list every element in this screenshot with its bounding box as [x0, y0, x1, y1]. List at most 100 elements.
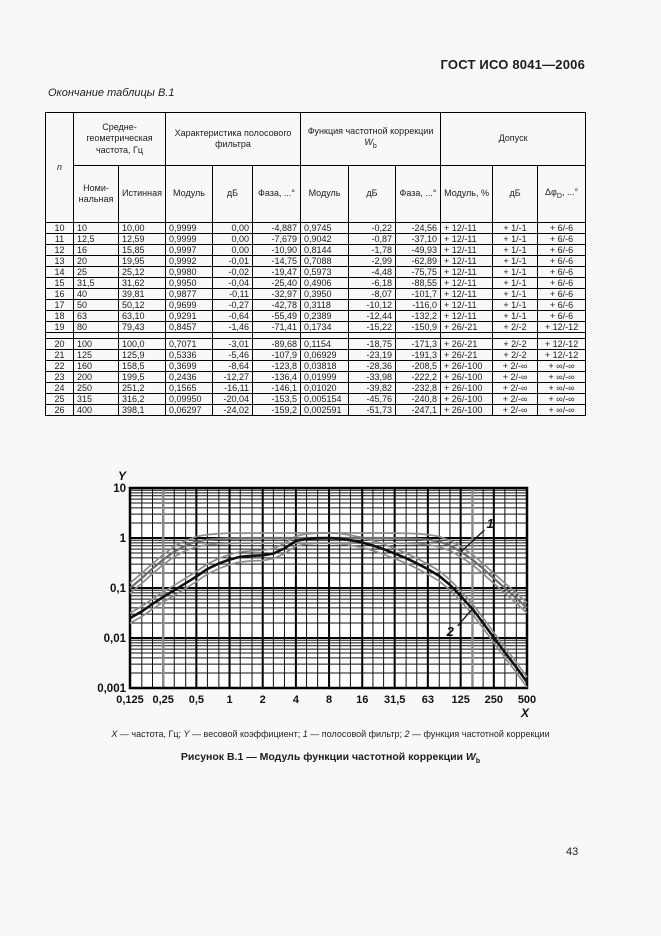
table-cell: -0,11	[212, 288, 253, 300]
table-cell: + 1/-1	[492, 299, 539, 311]
table-cell: 100,0	[118, 338, 166, 350]
table-cell: 12,5	[73, 233, 119, 245]
table-cell: -16,11	[212, 382, 253, 394]
table-cell: -71,41	[251, 321, 302, 333]
svg-text:250: 250	[485, 694, 503, 706]
table-cell: -19,47	[251, 266, 302, 278]
table-cell: -6,18	[348, 277, 397, 289]
table-cell: -0,87	[348, 233, 397, 245]
table-cell: -14,75	[251, 255, 302, 267]
header-group-frequency: Средне-геометрическая частота, Гц	[73, 112, 166, 166]
figure-title-symbol: W	[465, 751, 476, 763]
table-cell: -1,78	[348, 244, 397, 256]
table-cell: + 12/-11	[440, 266, 494, 278]
table-cell: + 6/-6	[537, 233, 587, 245]
table-cell: 0,5336	[165, 349, 213, 361]
table-cell: -191,3	[395, 349, 442, 361]
table-row: 19 80 79,43 0,8457 -1,46 -71,41 0,1734 -15,22 -1…	[45, 321, 587, 333]
table-cell: -24,56	[395, 222, 442, 234]
table-cell: 63	[73, 310, 119, 322]
dphi-symbol: Δφ	[545, 186, 557, 197]
table-cell: -232,8	[395, 382, 442, 394]
table-cell: -55,49	[251, 310, 302, 322]
svg-text:1: 1	[120, 533, 127, 545]
table-cell: -146,1	[251, 382, 302, 394]
legend-symbol: 2	[404, 729, 410, 739]
svg-text:2: 2	[446, 624, 455, 639]
header-n: n	[45, 112, 74, 223]
table-cell: 15	[45, 277, 74, 289]
table-cell: 316,2	[118, 393, 166, 405]
table-cell: 24	[45, 382, 74, 394]
table-cell: 21	[45, 349, 74, 361]
table-cell: 12	[45, 244, 74, 256]
table-cell: + 2/-∞	[492, 382, 539, 394]
table-cell: -7,679	[251, 233, 302, 245]
table-cell: 0,7088	[300, 255, 350, 267]
table-cell: -28,36	[348, 360, 397, 372]
table-cell: 100	[73, 338, 119, 350]
table-cell: + 12/-12	[537, 338, 587, 350]
table-cell: 50,12	[118, 299, 166, 311]
table-row: 15 31,5 31,62 0,9950 -0,04 -25,40 0,4906 -6,18-…	[45, 277, 587, 289]
table-cell: + 12/-11	[440, 310, 494, 322]
table-cell: 0,03818	[300, 360, 350, 372]
legend-text: — полосовой фильтр;	[307, 729, 405, 739]
svg-text:0,5: 0,5	[189, 694, 204, 706]
table-cell: -5,46	[212, 349, 253, 361]
table-cell: + 6/-6	[537, 222, 587, 234]
table-cell: + 6/-6	[537, 255, 587, 267]
table-cell: 19,95	[118, 255, 166, 267]
table-cell: + 2/-∞	[492, 404, 539, 416]
table-cell: 0,2436	[165, 371, 213, 383]
table-cell: + 2/-2	[492, 321, 539, 333]
figure-title-text: Рисунок В.1 — Модуль функции частотной к…	[180, 751, 466, 763]
table-row: 25 315 316,2 0,09950 -20,04 -153,5 0,005154 -45…	[45, 393, 587, 405]
table-cell: 79,43	[118, 321, 166, 333]
table-cell: -4,48	[348, 266, 397, 278]
table-cell: 26	[45, 404, 74, 416]
svg-text:63: 63	[422, 694, 434, 706]
table-cell: -37,10	[395, 233, 442, 245]
table-cell: + 6/-6	[537, 288, 587, 300]
table-rows-20-26: 20 100 100,0 0,7071 -3,01 -89,68 0,1154 -18,75-…	[45, 332, 587, 416]
svg-text:10: 10	[113, 483, 126, 495]
table-cell: 22	[45, 360, 74, 372]
table-row: 11 12,5 12,59 0,9999 0,00 -7,679 0,9042 -0,87 -3…	[45, 233, 587, 245]
separator-cell	[537, 332, 587, 339]
legend-text: — функция частотной коррекции	[409, 729, 550, 739]
table-cell: 0,5973	[300, 266, 350, 278]
table-cell: -88,55	[395, 277, 442, 289]
table-cell: 0,01999	[300, 371, 350, 383]
table-cell: 200	[73, 371, 119, 383]
svg-text:8: 8	[326, 694, 332, 706]
table-cell: + 12/-11	[440, 244, 494, 256]
table-cell: 0,9999	[165, 222, 213, 234]
table-cell: 199,5	[118, 371, 166, 383]
table-cell: 0,9042	[300, 233, 350, 245]
table-cell: -3,01	[212, 338, 253, 350]
separator-cell	[251, 332, 302, 339]
table-cell: -8,64	[212, 360, 253, 372]
legend-symbol: 1	[302, 729, 308, 739]
table-cell: 125	[73, 349, 119, 361]
table-cell: + ∞/-∞	[537, 382, 587, 394]
table-cell: -247,1	[395, 404, 442, 416]
table-cell: -240,8	[395, 393, 442, 405]
table-cell: -4,887	[251, 222, 302, 234]
svg-text:1: 1	[486, 516, 493, 531]
svg-text:500: 500	[518, 694, 536, 706]
legend-symbol: X	[111, 729, 118, 739]
table-cell: + 26/-100	[440, 393, 494, 405]
table-cell: + 2/-∞	[492, 371, 539, 383]
table-cell: 0,002591	[300, 404, 350, 416]
table-cell: -89,68	[251, 338, 302, 350]
table-b1: n Средне-геометрическая частота, Гц Хара…	[45, 112, 587, 416]
table-cell: 19	[45, 321, 74, 333]
table-cell: 10,00	[118, 222, 166, 234]
table-cell: 0,3950	[300, 288, 350, 300]
table-cell: -45,76	[348, 393, 397, 405]
table-cell: -51,73	[348, 404, 397, 416]
table-cell: + 26/-21	[440, 338, 494, 350]
